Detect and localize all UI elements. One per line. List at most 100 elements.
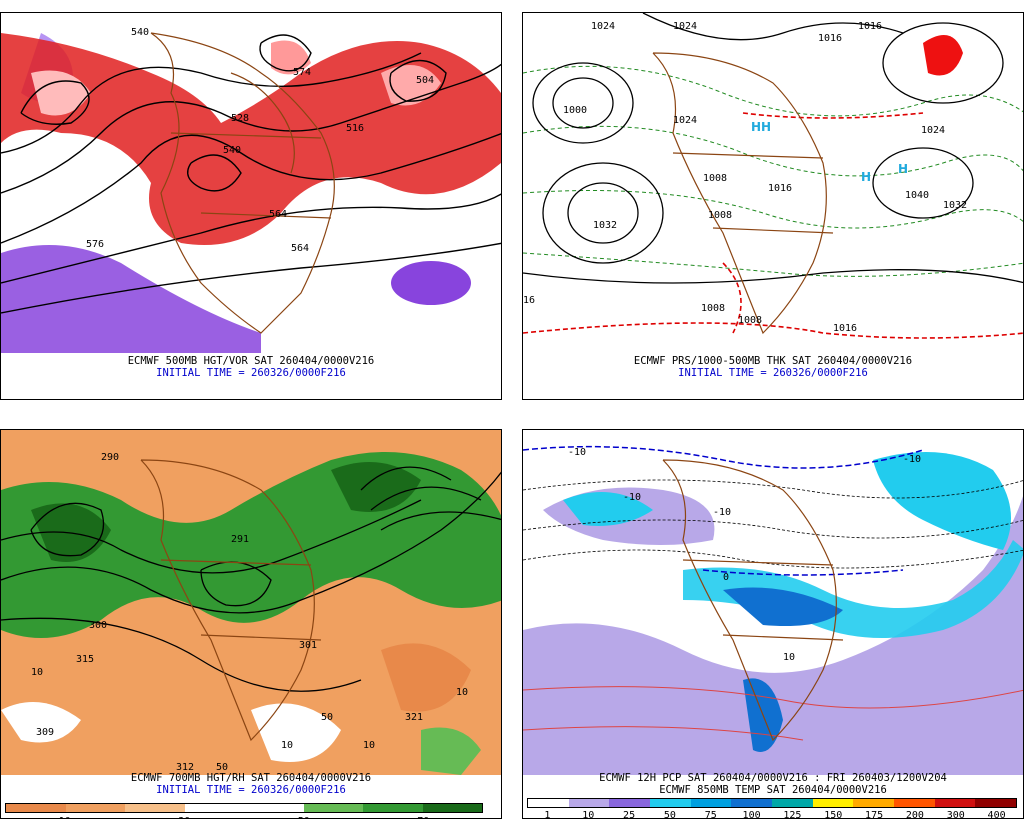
- colorbar-tick-label: 25: [623, 810, 636, 819]
- svg-text:301: 301: [299, 640, 317, 651]
- colorbar-swatch: [731, 799, 773, 807]
- svg-text:574: 574: [293, 67, 311, 78]
- svg-text:1008: 1008: [701, 303, 725, 314]
- svg-text:564: 564: [291, 243, 309, 254]
- caption-title: ECMWF 12H PCP SAT 260404/0000V216 : FRI …: [599, 772, 947, 784]
- svg-text:1016: 1016: [818, 33, 842, 44]
- colorbar-tick-label: 30: [169, 816, 199, 818]
- colorbar-tick-label: 200: [905, 810, 924, 819]
- svg-text:1016: 1016: [858, 21, 882, 32]
- colorbar-swatch: [894, 799, 935, 807]
- colorbar-tick-label: 175: [865, 810, 884, 819]
- panel-12h-pcp-850mb-temp: -10 -10 -10 0 10 -10 ECMWF 12H PCP SAT 2…: [512, 409, 1024, 819]
- svg-text:1032: 1032: [943, 200, 967, 211]
- svg-text:1008: 1008: [703, 173, 727, 184]
- svg-text:1016: 1016: [768, 183, 792, 194]
- colorbar-swatch: [812, 799, 854, 807]
- colorbar-swatch: [690, 799, 732, 807]
- colorbar-tick-label: 50: [289, 816, 319, 818]
- rh-colorbar-ticks: 1030507090: [5, 816, 483, 818]
- colorbar-swatch: [772, 799, 813, 807]
- svg-text:1024: 1024: [591, 21, 615, 32]
- svg-text:312: 312: [176, 762, 194, 773]
- svg-text:291: 291: [231, 534, 249, 545]
- svg-text:321: 321: [405, 712, 423, 723]
- colorbar-tick-label: 150: [824, 810, 843, 819]
- svg-text:10: 10: [363, 740, 375, 751]
- colorbar-swatch: [6, 804, 66, 812]
- caption-title: ECMWF 500MB HGT/VOR SAT 260404/0000V216: [127, 355, 375, 367]
- colorbar-swatch: [934, 799, 976, 807]
- colorbar-swatch: [853, 799, 895, 807]
- svg-text:0: 0: [723, 572, 729, 583]
- svg-text:1040: 1040: [905, 190, 929, 201]
- svg-text:50: 50: [321, 712, 333, 723]
- colorbar-tick-label: 300: [946, 810, 965, 819]
- colorbar-tick-label: 70: [408, 816, 438, 818]
- pcp-colorbar-ticks: 1 10 25 50 75 100 125 150 175 200 300 400: [527, 810, 1017, 819]
- svg-text:309: 309: [36, 727, 54, 738]
- svg-text:516: 516: [346, 123, 364, 134]
- colorbar-swatch: [528, 799, 569, 807]
- svg-text:1024: 1024: [673, 115, 697, 126]
- svg-text:1000: 1000: [563, 105, 587, 116]
- rh-colorbar: [5, 803, 483, 813]
- svg-text:1024: 1024: [673, 21, 697, 32]
- svg-text:10: 10: [783, 652, 795, 663]
- map-500mb: 540 528 504 516 540 576 564 564 574: [1, 13, 501, 353]
- svg-text:564: 564: [269, 209, 287, 220]
- colorbar-tick-label: 100: [742, 810, 761, 819]
- colorbar-swatch: [975, 799, 1017, 807]
- caption-title: ECMWF PRS/1000-500MB THK SAT 260404/0000…: [633, 355, 913, 367]
- colorbar-swatch: [65, 804, 125, 812]
- svg-text:1016: 1016: [833, 323, 857, 334]
- svg-text:10: 10: [281, 740, 293, 751]
- svg-text:576: 576: [86, 239, 104, 250]
- caption-initial-time: INITIAL TIME = 260326/0000F216: [156, 784, 346, 796]
- colorbar-tick-label: 1: [544, 810, 551, 819]
- svg-text:50: 50: [216, 762, 228, 773]
- caption-initial-time: INITIAL TIME = 260326/0000F216: [156, 367, 346, 379]
- colorbar-swatch: [609, 799, 651, 807]
- svg-text:528: 528: [231, 113, 249, 124]
- colorbar-swatch: [568, 799, 610, 807]
- caption-title: ECMWF 700MB HGT/RH SAT 260404/0000V216: [130, 772, 372, 784]
- map-frame: -10 -10 -10 0 10 -10 ECMWF 12H PCP SAT 2…: [522, 429, 1024, 819]
- colorbar-swatch: [244, 804, 304, 812]
- svg-text:1024: 1024: [921, 125, 945, 136]
- colorbar-swatch: [422, 804, 482, 812]
- svg-text:-10: -10: [713, 507, 731, 518]
- svg-text:504: 504: [416, 75, 434, 86]
- svg-text:-10: -10: [903, 454, 921, 465]
- svg-text:1032: 1032: [593, 220, 617, 231]
- svg-text:H: H: [898, 162, 908, 176]
- map-prs-thk: HH H H 1024 1024 1016 1016 1000 1024 103…: [523, 13, 1023, 353]
- colorbar-tick-label: 10: [50, 816, 80, 818]
- caption-subtitle: ECMWF 850MB TEMP SAT 260404/0000V216: [659, 784, 887, 796]
- svg-text:540: 540: [223, 145, 241, 156]
- colorbar-swatch: [303, 804, 363, 812]
- svg-text:-10: -10: [568, 447, 586, 458]
- panel-prs-thk: HH H H 1024 1024 1016 1016 1000 1024 103…: [512, 0, 1024, 409]
- map-frame: HH H H 1024 1024 1016 1016 1000 1024 103…: [522, 12, 1024, 400]
- svg-text:540: 540: [131, 27, 149, 38]
- svg-text:1008: 1008: [738, 315, 762, 326]
- pcp-colorbar: [527, 798, 1017, 808]
- svg-text:16: 16: [523, 295, 535, 306]
- map-pcp-temp: -10 -10 -10 0 10 -10: [523, 430, 1023, 775]
- svg-text:10: 10: [31, 667, 43, 678]
- colorbar-swatch: [125, 804, 185, 812]
- colorbar-tick-label: 75: [704, 810, 717, 819]
- map-frame: 540 528 504 516 540 576 564 564 574 ECMW…: [0, 12, 502, 400]
- colorbar-tick-label: 50: [663, 810, 676, 819]
- colorbar-swatch: [363, 804, 423, 812]
- colorbar-swatch: [184, 804, 244, 812]
- colorbar-tick-label: 10: [582, 810, 595, 819]
- svg-text:1008: 1008: [708, 210, 732, 221]
- map-frame: 290 291 300 301 10 315 309 312 321 10 50…: [0, 429, 502, 819]
- colorbar-tick-label: 400: [987, 810, 1006, 819]
- svg-text:H: H: [861, 170, 871, 184]
- caption-initial-time: INITIAL TIME = 260326/0000F216: [678, 367, 868, 379]
- svg-text:HH: HH: [751, 120, 771, 134]
- svg-text:10: 10: [456, 687, 468, 698]
